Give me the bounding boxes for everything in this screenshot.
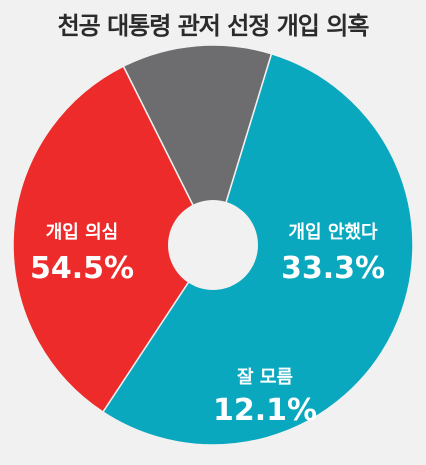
slice-label-3: 잘 모름 — [237, 367, 293, 388]
slice-value-1: 54.5% — [30, 251, 134, 286]
slice-label-2: 개입 안했다 — [288, 221, 378, 243]
slice-value-3: 12.1% — [213, 393, 317, 428]
pie-slice-3 — [122, 44, 273, 248]
chart-title: 천공 대통령 관저 선정 개입 의혹 — [57, 12, 370, 40]
slice-label-1: 개입 의심 — [46, 221, 119, 243]
donut-hole — [168, 200, 258, 290]
pie-slice-2 — [12, 65, 214, 414]
slice-value-2: 33.3% — [281, 251, 385, 286]
pie-slice-1 — [101, 52, 414, 446]
